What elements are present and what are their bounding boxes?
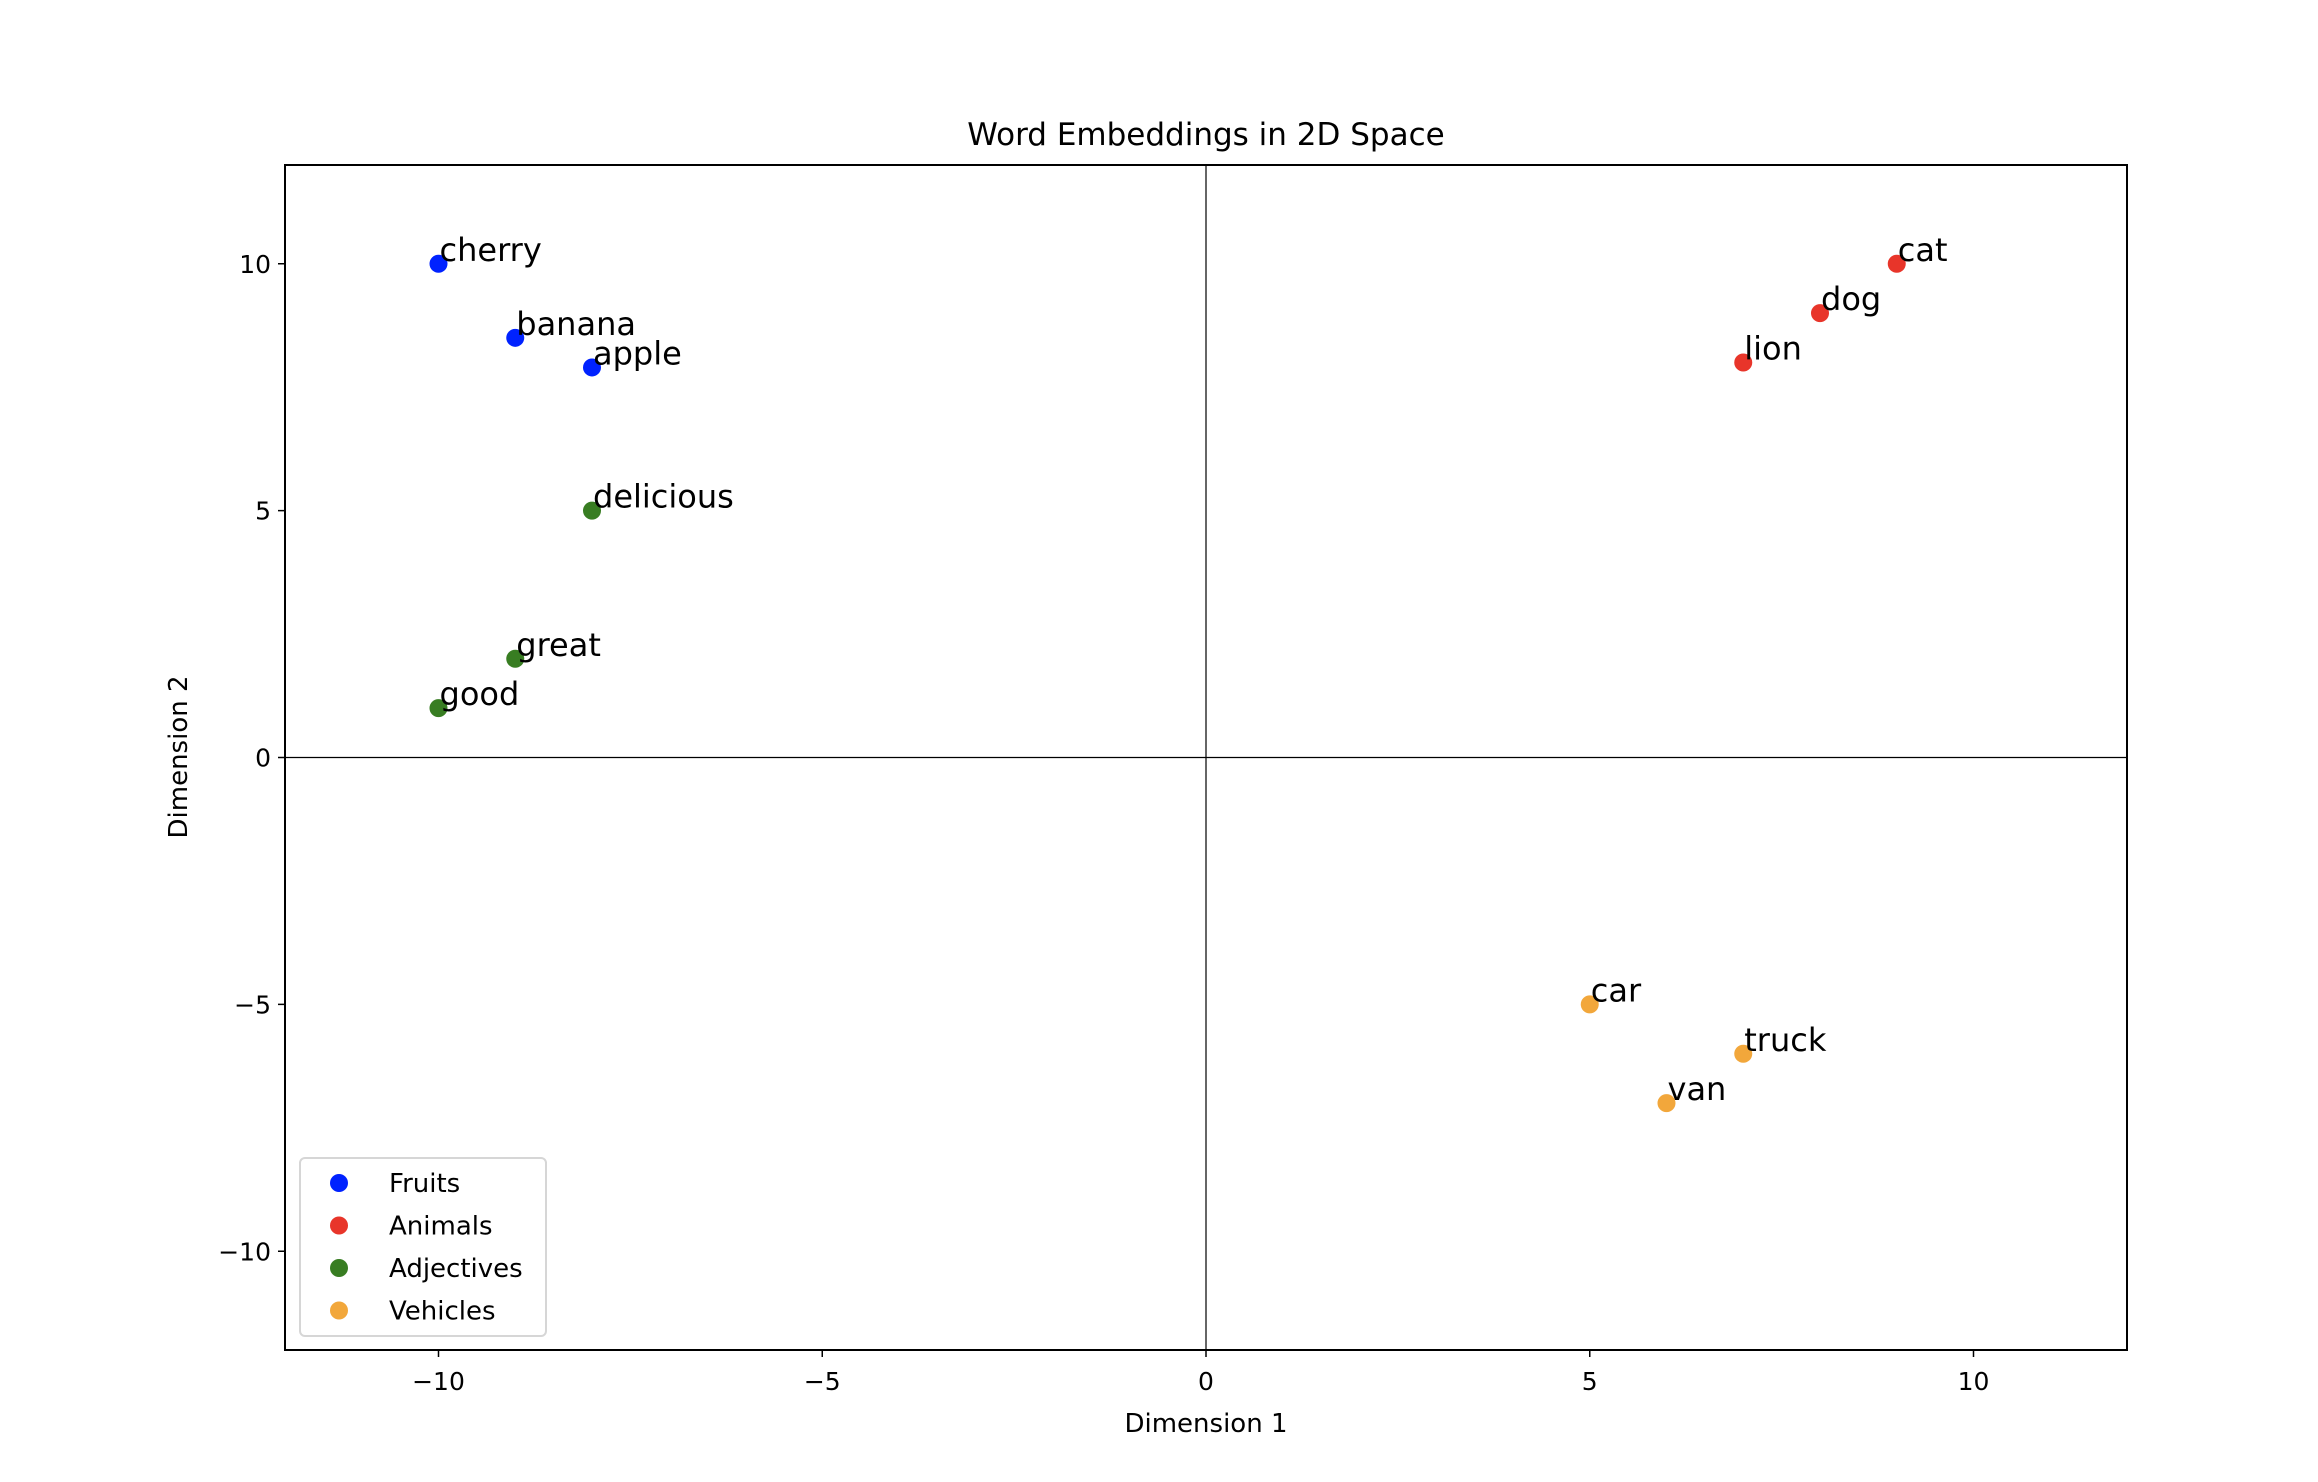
data-point-van	[1657, 1094, 1676, 1113]
data-point-delicious	[583, 501, 601, 520]
y-axis-label: Dimension 2	[164, 675, 194, 838]
point-label-cherry: cherry	[440, 231, 542, 269]
legend-marker-adjectives	[330, 1259, 348, 1277]
point-label-good: good	[440, 675, 520, 713]
x-axis-label: Dimension 1	[1124, 1409, 1287, 1439]
legend-box	[299, 1157, 547, 1337]
point-label-cat: cat	[1898, 231, 1948, 269]
point-label-delicious: delicious	[593, 478, 734, 516]
y-tick-label: 0	[255, 744, 271, 773]
data-point-great	[506, 649, 525, 668]
data-point-banana	[506, 328, 525, 347]
y-tick-label: −5	[234, 990, 271, 1019]
y-tick-label: 10	[239, 250, 271, 279]
chart-title: Word Embeddings in 2D Space	[967, 117, 1444, 153]
data-point-car	[1580, 995, 1599, 1014]
data-point-truck	[1734, 1044, 1753, 1063]
x-tick-label: 5	[1582, 1367, 1598, 1396]
point-label-car: car	[1591, 971, 1642, 1009]
x-tick-label: 10	[1958, 1367, 1990, 1396]
data-point-lion	[1734, 353, 1753, 372]
data-point-apple	[583, 358, 601, 377]
point-label-lion: lion	[1744, 330, 1802, 368]
x-tick-label: −10	[412, 1367, 465, 1396]
legend-label-fruits: Fruits	[389, 1169, 460, 1199]
data-point-cat	[1887, 254, 1906, 273]
point-label-truck: truck	[1744, 1021, 1827, 1059]
legend-label-animals: Animals	[389, 1212, 493, 1242]
legend-marker-fruits	[330, 1174, 348, 1192]
y-tick-label: 5	[255, 497, 271, 526]
point-label-banana: banana	[516, 305, 636, 343]
data-point-dog	[1811, 304, 1829, 323]
point-label-apple: apple	[593, 334, 682, 372]
point-label-dog: dog	[1821, 280, 1881, 318]
legend-label-vehicles: Vehicles	[389, 1297, 496, 1327]
legend-marker-vehicles	[330, 1301, 348, 1320]
point-label-great: great	[516, 626, 601, 664]
legend-marker-animals	[330, 1216, 348, 1235]
axes-frame	[284, 164, 2128, 1351]
x-tick-label: 0	[1198, 1367, 1214, 1396]
point-label-van: van	[1668, 1070, 1727, 1108]
y-tick-label: −10	[218, 1237, 271, 1266]
x-tick-label: −5	[804, 1367, 841, 1396]
data-point-good	[429, 699, 448, 718]
data-point-cherry	[429, 254, 448, 273]
plot-area: −10 −5 0 5 10−10−50510applebananacherrydogca…	[218, 164, 2128, 1396]
legend-label-adjectives: Adjectives	[389, 1254, 523, 1284]
